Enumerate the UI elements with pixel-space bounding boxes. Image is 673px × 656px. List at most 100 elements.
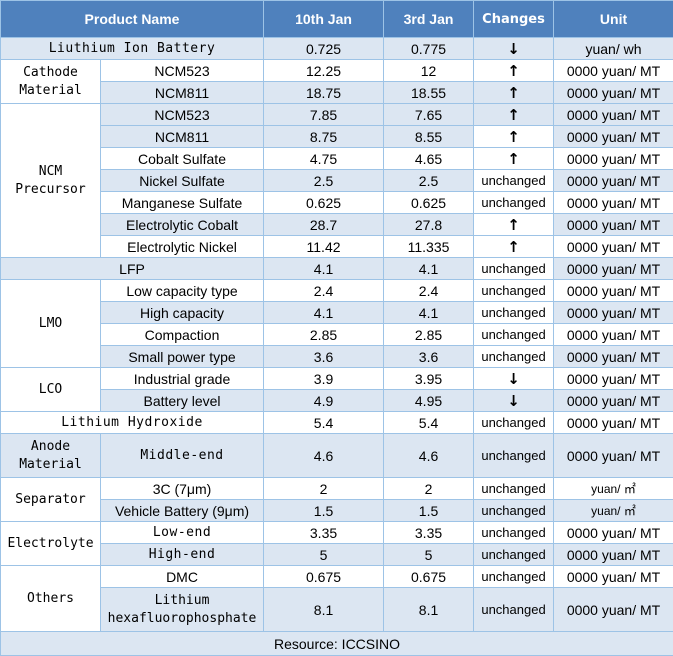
unit-cell: 0000 yuan/ MT <box>554 368 673 390</box>
change-status: unchanged <box>474 412 554 434</box>
table-row: LMO Low capacity type 2.4 2.4 unchanged … <box>1 280 673 302</box>
category-cell: Cathode Material <box>1 60 101 104</box>
change-status: unchanged <box>474 544 554 566</box>
category-cell: LMO <box>1 280 101 368</box>
change-arrow: ↑ <box>474 236 554 258</box>
value-3rd-jan: 2.5 <box>384 170 474 192</box>
table-row: Small power type 3.6 3.6 unchanged 0000 … <box>1 346 673 368</box>
table-row: Cobalt Sulfate 4.75 4.65 ↑ 0000 yuan/ MT <box>1 148 673 170</box>
value-10th-jan: 4.6 <box>264 434 384 478</box>
value-10th-jan: 2.85 <box>264 324 384 346</box>
product-cell: Compaction <box>101 324 264 346</box>
change-status: unchanged <box>474 588 554 632</box>
unit-cell: 0000 yuan/ MT <box>554 434 673 478</box>
product-cell: Electrolytic Cobalt <box>101 214 264 236</box>
change-arrow: ↑ <box>474 60 554 82</box>
table-row: Liuthium Ion Battery 0.725 0.775 ↓ yuan/… <box>1 38 673 60</box>
value-3rd-jan: 0.675 <box>384 566 474 588</box>
value-3rd-jan: 8.1 <box>384 588 474 632</box>
change-arrow: ↑ <box>474 104 554 126</box>
value-10th-jan: 0.725 <box>264 38 384 60</box>
value-10th-jan: 2.5 <box>264 170 384 192</box>
value-10th-jan: 4.75 <box>264 148 384 170</box>
source-row: Resource: ICCSINO <box>1 632 673 656</box>
value-3rd-jan: 12 <box>384 60 474 82</box>
value-3rd-jan: 0.775 <box>384 38 474 60</box>
change-status: unchanged <box>474 522 554 544</box>
product-cell: Middle-end <box>101 434 264 478</box>
value-3rd-jan: 4.1 <box>384 302 474 324</box>
change-arrow: ↓ <box>474 368 554 390</box>
value-10th-jan: 3.6 <box>264 346 384 368</box>
change-status: unchanged <box>474 302 554 324</box>
value-3rd-jan: 8.55 <box>384 126 474 148</box>
table-row: Electrolytic Nickel 11.42 11.335 ↑ 0000 … <box>1 236 673 258</box>
header-changes: Changes <box>474 1 554 38</box>
change-arrow: ↓ <box>474 38 554 60</box>
change-status: unchanged <box>474 566 554 588</box>
unit-cell: 0000 yuan/ MT <box>554 104 673 126</box>
product-cell: Nickel Sulfate <box>101 170 264 192</box>
value-10th-jan: 5.4 <box>264 412 384 434</box>
unit-cell: 0000 yuan/ MT <box>554 346 673 368</box>
source-note: Resource: ICCSINO <box>1 632 673 656</box>
value-10th-jan: 3.9 <box>264 368 384 390</box>
table-row: Vehicle Battery (9μm) 1.5 1.5 unchanged … <box>1 500 673 522</box>
header-product-name: Product Name <box>1 1 264 38</box>
change-status: unchanged <box>474 346 554 368</box>
product-cell: Manganese Sulfate <box>101 192 264 214</box>
value-10th-jan: 8.1 <box>264 588 384 632</box>
change-arrow: ↑ <box>474 82 554 104</box>
value-3rd-jan: 2.4 <box>384 280 474 302</box>
header-unit: Unit <box>554 1 673 38</box>
unit-cell: 0000 yuan/ MT <box>554 324 673 346</box>
table-row: High capacity 4.1 4.1 unchanged 0000 yua… <box>1 302 673 324</box>
change-status: unchanged <box>474 280 554 302</box>
product-cell: Industrial grade <box>101 368 264 390</box>
unit-cell: yuan/ ㎡ <box>554 478 673 500</box>
unit-cell: 0000 yuan/ MT <box>554 236 673 258</box>
unit-cell: 0000 yuan/ MT <box>554 82 673 104</box>
product-cell: Battery level <box>101 390 264 412</box>
header-row: Product Name 10th Jan 3rd Jan Changes Un… <box>1 1 673 38</box>
category-cell: Lithium Hydroxide <box>1 412 264 434</box>
table-row: NCM Precursor NCM523 7.85 7.65 ↑ 0000 yu… <box>1 104 673 126</box>
unit-cell: 0000 yuan/ MT <box>554 412 673 434</box>
table-row: Electrolytic Cobalt 28.7 27.8 ↑ 0000 yua… <box>1 214 673 236</box>
value-3rd-jan: 1.5 <box>384 500 474 522</box>
header-10th-jan: 10th Jan <box>264 1 384 38</box>
value-10th-jan: 28.7 <box>264 214 384 236</box>
value-10th-jan: 5 <box>264 544 384 566</box>
header-3rd-jan: 3rd Jan <box>384 1 474 38</box>
value-3rd-jan: 4.6 <box>384 434 474 478</box>
product-cell: Lithium hexafluorophosphate <box>101 588 264 632</box>
value-3rd-jan: 2.85 <box>384 324 474 346</box>
value-10th-jan: 4.1 <box>264 258 384 280</box>
unit-cell: 0000 yuan/ MT <box>554 170 673 192</box>
change-arrow: ↓ <box>474 390 554 412</box>
table-row: Separator 3C (7μm) 2 2 unchanged yuan/ ㎡ <box>1 478 673 500</box>
table-row: High-end 5 5 unchanged 0000 yuan/ MT <box>1 544 673 566</box>
product-cell: Low-end <box>101 522 264 544</box>
table-row: Manganese Sulfate 0.625 0.625 unchanged … <box>1 192 673 214</box>
category-cell: Electrolyte <box>1 522 101 566</box>
category-cell: NCM Precursor <box>1 104 101 258</box>
table-row: Lithium hexafluorophosphate 8.1 8.1 unch… <box>1 588 673 632</box>
unit-cell: 0000 yuan/ MT <box>554 126 673 148</box>
value-3rd-jan: 4.95 <box>384 390 474 412</box>
unit-cell: 0000 yuan/ MT <box>554 588 673 632</box>
unit-cell: 0000 yuan/ MT <box>554 566 673 588</box>
product-cell: High-end <box>101 544 264 566</box>
table-row: NCM811 18.75 18.55 ↑ 0000 yuan/ MT <box>1 82 673 104</box>
table-row: Nickel Sulfate 2.5 2.5 unchanged 0000 yu… <box>1 170 673 192</box>
product-cell: Small power type <box>101 346 264 368</box>
table-row: LFP 4.1 4.1 unchanged 0000 yuan/ MT <box>1 258 673 280</box>
unit-cell: 0000 yuan/ MT <box>554 522 673 544</box>
value-10th-jan: 18.75 <box>264 82 384 104</box>
unit-cell: 0000 yuan/ MT <box>554 60 673 82</box>
table-row: Compaction 2.85 2.85 unchanged 0000 yuan… <box>1 324 673 346</box>
category-cell: LFP <box>1 258 264 280</box>
unit-cell: 0000 yuan/ MT <box>554 544 673 566</box>
value-3rd-jan: 4.1 <box>384 258 474 280</box>
